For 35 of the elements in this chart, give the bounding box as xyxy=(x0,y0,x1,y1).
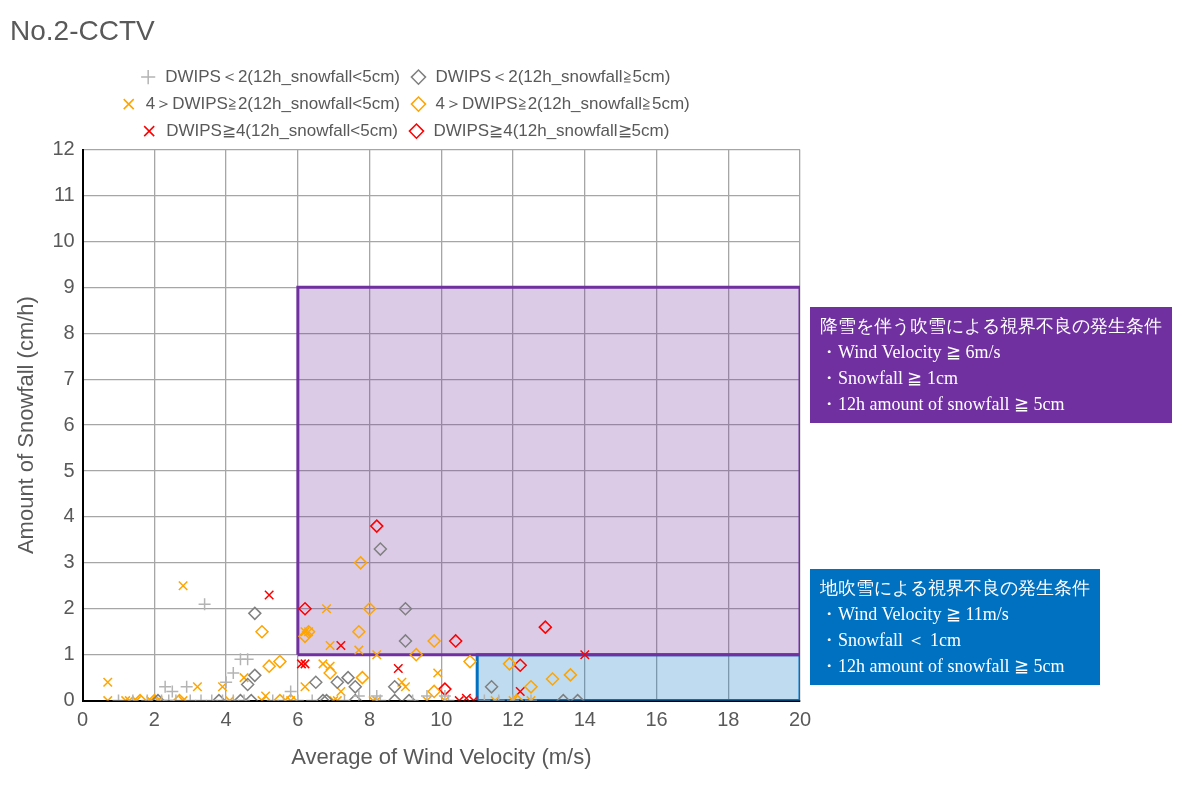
x-tick-label: 12 xyxy=(501,708,525,731)
y-tick-label: 3 xyxy=(63,550,75,573)
x-tick-label: 0 xyxy=(77,708,89,731)
chart-title: No.2-CCTV xyxy=(10,14,156,46)
y-tick-label: 4 xyxy=(63,504,75,527)
x-tick-label: 6 xyxy=(292,708,304,731)
x-tick-label: 16 xyxy=(645,708,668,731)
x-tick-label: 14 xyxy=(573,708,596,731)
legend-label: DWIPS＜2(12h_snowfall≧5cm) xyxy=(435,66,671,86)
x-tick-label: 20 xyxy=(788,708,812,731)
y-tick-label: 0 xyxy=(63,688,75,711)
y-tick-label: 10 xyxy=(52,228,75,251)
y-tick-label: 8 xyxy=(63,320,75,343)
x-tick-label: 4 xyxy=(220,708,232,731)
x-tick-label: 10 xyxy=(430,708,453,731)
y-tick-label: 11 xyxy=(53,183,75,206)
x-tick-label: 2 xyxy=(148,708,160,731)
legend-label: DWIPS≧4(12h_snowfall≧5cm) xyxy=(433,120,670,140)
y-tick-label: 12 xyxy=(52,137,75,160)
text: 降雪を伴う吹雪による視界不良の発生条件・Wind Velocity ≧ 6m/s ・Snowfall ≧ 1cm ・12h amount of snowfall ≧ 5cm xyxy=(820,315,1162,417)
y-tick-label: 7 xyxy=(63,366,75,389)
text: 地吹雪による視界不良の発生条件・Wind Velocity ≧ 11m/s ・Snowfall ＜ 1cm ・12h amount of snowfall ≧ 5cm xyxy=(820,576,1090,678)
y-tick-label: 6 xyxy=(63,412,75,435)
x-tick-label: 8 xyxy=(364,708,376,731)
y-tick-label: 9 xyxy=(63,274,75,297)
y-tick-label: 2 xyxy=(63,596,75,619)
legend-label: DWIPS＜2(12h_snowfall<5cm) xyxy=(165,66,400,86)
y-tick-label: 5 xyxy=(63,458,75,481)
legend-label: DWIPS≧4(12h_snowfall<5cm) xyxy=(166,120,398,140)
y-axis-title: Amount of Snowfall (cm/h) xyxy=(13,296,39,555)
x-axis-title: Average of Wind Velocity (m/s) xyxy=(291,743,592,769)
x-tick-label: 18 xyxy=(717,708,740,731)
legend-label: 4＞DWIPS≧2(12h_snowfall<5cm) xyxy=(145,93,400,113)
legend-label: 4＞DWIPS≧2(12h_snowfall≧5cm) xyxy=(435,93,690,113)
y-tick-label: 1 xyxy=(63,642,75,665)
